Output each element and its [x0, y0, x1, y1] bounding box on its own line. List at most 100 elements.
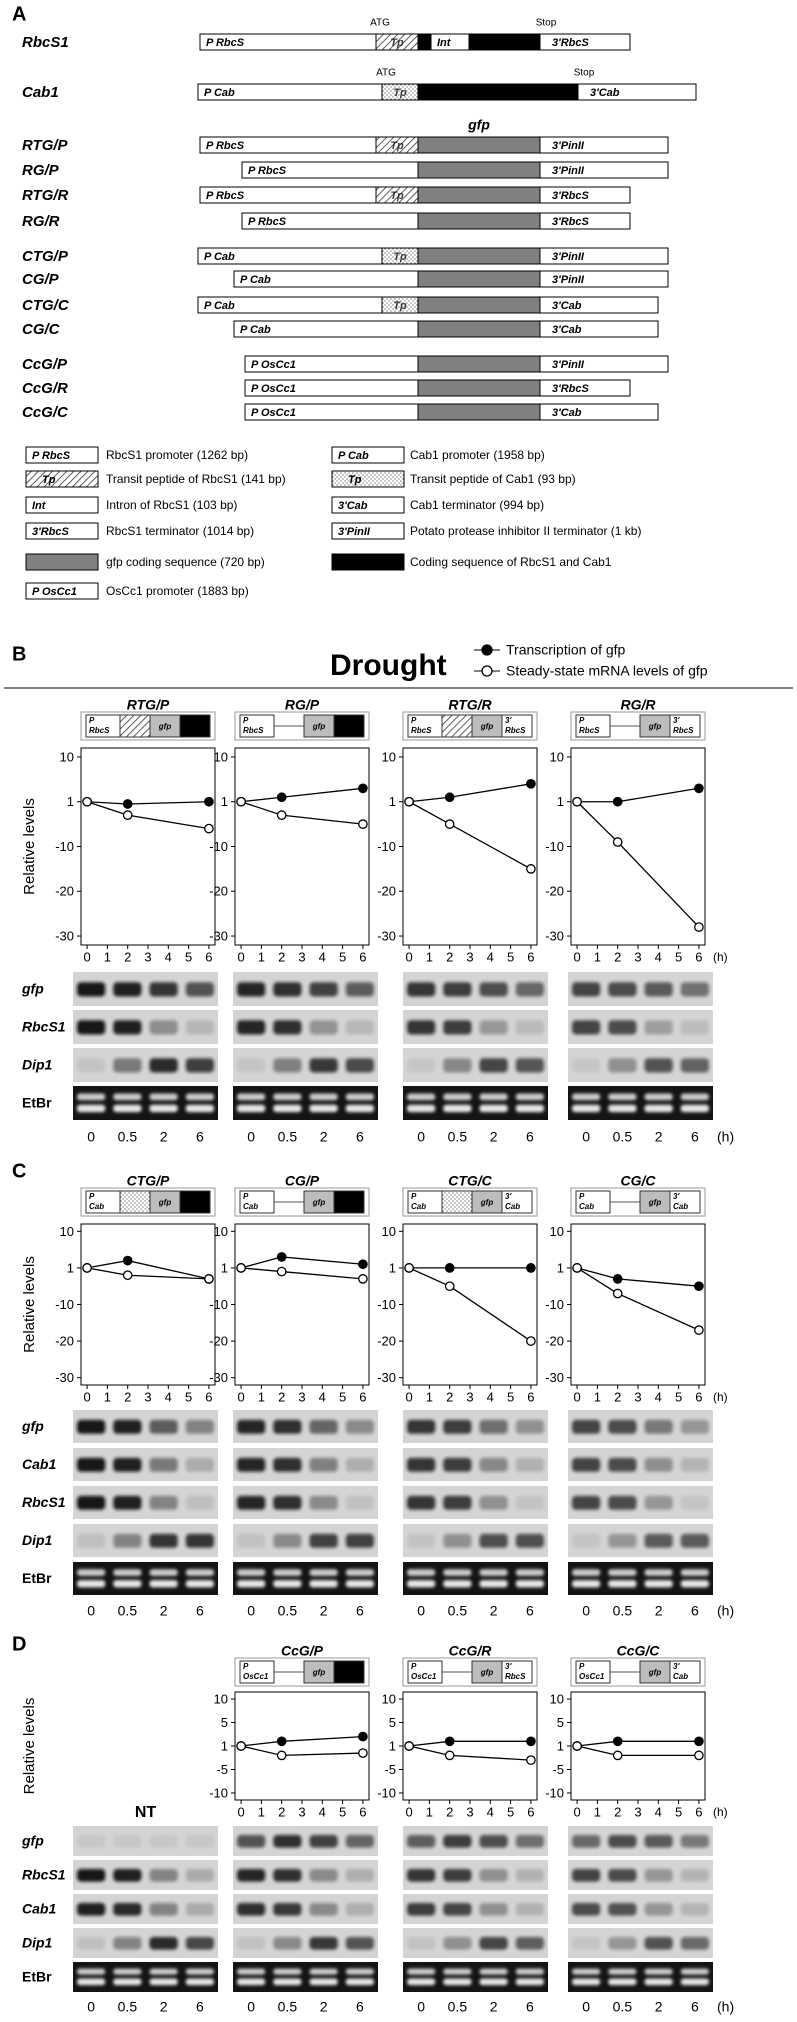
- gel-band: [608, 1533, 637, 1548]
- gel-band: [345, 1968, 374, 1975]
- gel-band: [407, 1058, 436, 1073]
- gel-band: [644, 1569, 673, 1576]
- gel-band: [479, 1569, 508, 1576]
- gel-band: [185, 1533, 214, 1548]
- plot-frame: [234, 1223, 370, 1386]
- gel-band: [237, 1835, 266, 1848]
- gel-band: [572, 1869, 601, 1882]
- series-line: [241, 787, 363, 803]
- gel-band: [273, 1058, 302, 1073]
- gel-band: [345, 1058, 374, 1073]
- gel-band: [608, 1457, 637, 1472]
- gel-band: [680, 1020, 709, 1035]
- gel-band: [345, 1903, 374, 1916]
- lane-label: 0: [417, 1129, 425, 1145]
- gel-band: [680, 1569, 709, 1576]
- construct-name: RbcS1: [22, 34, 69, 51]
- gel-band: [237, 1903, 266, 1916]
- data-point: [236, 1741, 246, 1751]
- data-point: [444, 819, 455, 829]
- gel-band: [237, 982, 266, 997]
- construct-part-label: P: [579, 1662, 585, 1671]
- part-label: 3'PinII: [552, 359, 585, 371]
- part-label: Int: [437, 37, 452, 49]
- construct-part-label: PinII: [337, 1202, 355, 1211]
- legend-symbol-label: 3'RbcS: [32, 526, 70, 538]
- gel-band: [237, 1580, 266, 1588]
- gel-band: [149, 1869, 178, 1882]
- construct-part: [539, 270, 669, 288]
- series-line: [240, 1745, 363, 1757]
- lane-label: 0: [417, 1603, 425, 1619]
- lane-label: 0: [582, 1999, 590, 2015]
- gel-band: [149, 1104, 178, 1113]
- construct-part-label: gfp: [648, 1198, 662, 1207]
- gel-band: [185, 1093, 214, 1101]
- gel-band: [443, 1457, 472, 1472]
- x-tick-label: 4: [655, 1389, 662, 1404]
- data-point: [404, 1263, 414, 1273]
- gel-band: [680, 1419, 709, 1434]
- x-tick-label: 4: [655, 949, 662, 964]
- gel-band: [309, 1457, 338, 1472]
- gel-band: [515, 1419, 544, 1434]
- construct-name: CG/P: [22, 271, 60, 288]
- gel-strip: [233, 1962, 378, 1992]
- construct-part: [417, 33, 432, 51]
- gel-band: [644, 1978, 673, 1986]
- series-line: [240, 1256, 363, 1269]
- gel-band: [309, 1978, 338, 1986]
- x-tick-label: 3: [298, 949, 305, 964]
- gel-row-label: gfp: [21, 1418, 44, 1434]
- y-tick-label: 10: [214, 1224, 228, 1239]
- lane-label: 6: [196, 1129, 204, 1145]
- gel-band: [572, 1020, 601, 1035]
- panel-label: A: [12, 3, 26, 25]
- legend-symbol-label: Tp: [348, 474, 362, 486]
- construct-part-label: P: [243, 1192, 249, 1201]
- construct-part: [501, 1190, 533, 1214]
- x-tick-label: 4: [165, 1389, 172, 1404]
- legend-text: Cab1 terminator (994 bp): [410, 498, 544, 512]
- x-tick-label: 3: [298, 1389, 305, 1404]
- data-point: [358, 819, 368, 829]
- gel-band: [113, 1495, 142, 1510]
- construct-part: [501, 714, 533, 738]
- legend-symbol-label: P Cab: [338, 450, 369, 462]
- construct-part-label: gfp: [158, 1198, 172, 1207]
- gel-row-label: EtBr: [22, 1095, 52, 1111]
- lane-label: 2: [655, 1603, 663, 1619]
- gel-band: [515, 1835, 544, 1848]
- gel-band: [443, 1533, 472, 1548]
- data-point: [444, 792, 455, 803]
- data-point: [572, 1263, 582, 1273]
- gel-band: [113, 1020, 142, 1035]
- gel-band: [515, 1104, 544, 1113]
- gel-band: [515, 1495, 544, 1510]
- gel-band: [608, 1835, 637, 1848]
- gel-band: [113, 1104, 142, 1113]
- gel-band: [479, 1495, 508, 1510]
- gel-band: [608, 1058, 637, 1073]
- y-tick-label: -30: [209, 1370, 228, 1385]
- lane-label: 0.5: [278, 1129, 298, 1145]
- gel-band: [644, 1580, 673, 1588]
- construct-name: Cab1: [22, 84, 59, 101]
- lane-label: 6: [196, 1603, 204, 1619]
- legend-symbol: [25, 446, 99, 464]
- construct-name: CcG/C: [22, 404, 69, 421]
- gel-band: [407, 1903, 436, 1916]
- gel-band: [77, 1495, 106, 1510]
- data-point: [236, 796, 246, 807]
- part-label: P Cab: [204, 87, 235, 99]
- gel-band: [479, 1020, 508, 1035]
- plot-frame: [570, 1691, 706, 1801]
- legend-symbol: [25, 470, 99, 488]
- gel-band: [479, 1903, 508, 1916]
- construct-part-label: gfp: [158, 722, 172, 731]
- gel-band: [149, 1903, 178, 1916]
- gel-band: [443, 982, 472, 997]
- gel-strip: [403, 1562, 548, 1595]
- series-line: [576, 801, 700, 928]
